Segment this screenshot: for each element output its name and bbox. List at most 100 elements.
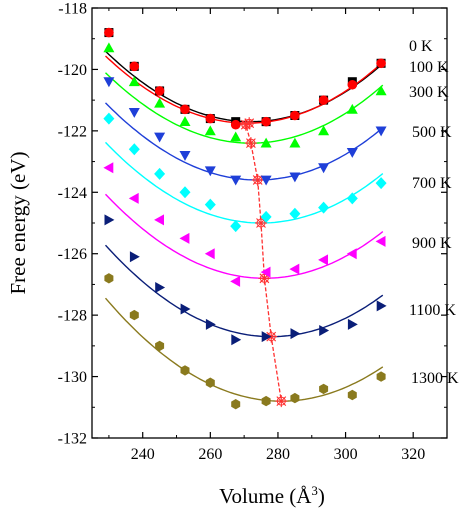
y-tick-label: -120	[58, 62, 87, 79]
data-point	[347, 79, 358, 90]
x-axis-title-superscript: 3	[311, 483, 318, 498]
y-axis: -132 -130 -128 -126 -124 -122 -120 -118	[58, 1, 447, 448]
data-point	[205, 377, 215, 388]
fit-curve	[104, 297, 384, 402]
star-ring	[241, 120, 251, 130]
data-point	[180, 365, 190, 376]
star-ring	[276, 396, 286, 406]
data-point	[155, 282, 166, 293]
data-point	[346, 192, 358, 205]
series-label: 900 K	[412, 235, 452, 252]
data-point	[261, 116, 271, 127]
data-point	[154, 86, 165, 96]
data-point	[230, 131, 242, 142]
fit-curve	[104, 141, 384, 224]
x-tick-label: 260	[198, 446, 222, 463]
data-point	[376, 58, 386, 69]
data-point	[180, 303, 191, 315]
x-axis-title-end: )	[318, 484, 325, 508]
y-tick-label: -128	[58, 308, 87, 325]
data-point	[318, 125, 330, 136]
data-point	[318, 201, 330, 214]
x-tick-label: 320	[401, 446, 425, 463]
data-point	[129, 61, 140, 72]
data-point	[231, 334, 242, 346]
data-point	[129, 251, 140, 263]
data-point	[290, 392, 300, 404]
fit-curve	[105, 55, 384, 124]
data-point	[230, 275, 241, 287]
minimum-point	[251, 174, 264, 186]
minimum-point	[255, 217, 267, 229]
data-point	[154, 214, 164, 226]
fit-curve	[105, 50, 384, 123]
star-ring	[259, 273, 269, 283]
data-point	[179, 116, 191, 126]
data-point	[260, 137, 272, 148]
x-axis: 240 260 280 300 320	[108, 8, 425, 463]
data-point	[375, 235, 386, 247]
data-point	[375, 85, 387, 96]
fit-curve	[104, 193, 384, 280]
series-label: 1100 K	[409, 302, 456, 319]
data-point	[205, 318, 216, 330]
data-point	[318, 163, 330, 174]
data-point	[289, 172, 301, 183]
data-point	[319, 383, 329, 395]
data-point	[375, 177, 387, 190]
minimum-point	[239, 118, 252, 131]
data-point	[128, 108, 140, 118]
minima-line	[245, 122, 282, 402]
series-label: 0 K	[409, 38, 433, 55]
data-point	[103, 112, 115, 125]
data-point	[290, 110, 300, 121]
data-point	[180, 104, 190, 115]
data-point	[155, 340, 165, 352]
data-point	[230, 175, 242, 186]
data-point	[260, 175, 272, 186]
fit-curve	[104, 244, 384, 338]
data-point	[204, 166, 216, 177]
data-point	[346, 148, 358, 158]
data-point	[128, 76, 140, 87]
y-tick-label: -130	[58, 369, 87, 386]
data-point	[103, 42, 115, 53]
data-point	[346, 248, 357, 260]
data-point	[104, 214, 115, 226]
x-tick-label: 240	[131, 446, 155, 463]
series-label: 700 K	[412, 175, 452, 192]
data-point	[347, 318, 358, 330]
data-point	[318, 95, 329, 105]
y-axis-title: Free energy (eV)	[6, 151, 30, 294]
data-point	[204, 248, 215, 260]
star-ring	[256, 218, 266, 228]
data-point	[154, 167, 166, 180]
data-point	[347, 389, 357, 401]
data-point	[231, 399, 241, 410]
fit-curve	[105, 72, 384, 144]
data-point	[179, 151, 191, 161]
data-point	[260, 210, 272, 223]
data-point	[261, 395, 271, 407]
y-tick-label: -118	[58, 1, 87, 18]
data-point	[289, 263, 300, 275]
data-point	[154, 97, 166, 108]
data-point	[376, 371, 386, 382]
x-tick-label: 300	[334, 446, 358, 463]
series-labels: 0 K 100 K 300 K 500 K 700 K 900 K 1100 K 1300 K	[409, 38, 459, 387]
minimum-point	[244, 137, 257, 150]
star-ring	[246, 138, 256, 148]
data-point	[261, 331, 272, 343]
star-ring	[253, 175, 263, 185]
minima-trace	[239, 117, 288, 408]
data-point	[289, 137, 301, 148]
fit-curves	[104, 50, 384, 402]
data-point	[154, 132, 166, 143]
y-tick-label: -126	[58, 246, 87, 263]
data-point	[128, 192, 139, 204]
minimum-point	[275, 395, 288, 408]
data-point	[375, 126, 387, 137]
series-label: 300 K	[409, 84, 449, 101]
data-point	[205, 113, 216, 124]
